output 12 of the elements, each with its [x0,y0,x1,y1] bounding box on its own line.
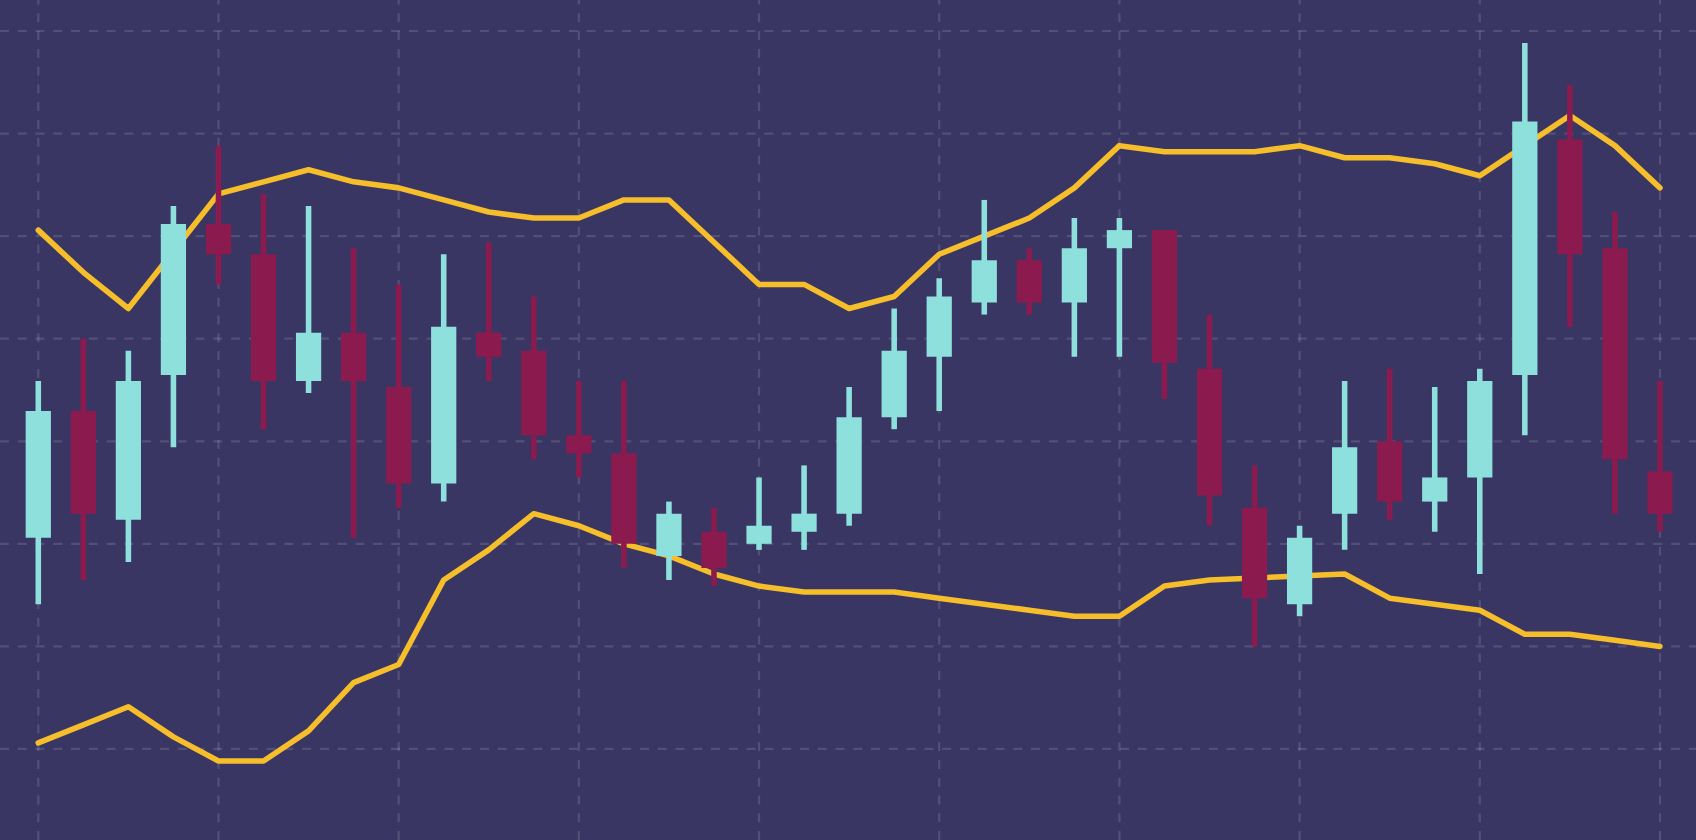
candlestick [1422,384,1448,535]
candlestick [205,142,232,288]
candlestick [476,239,502,384]
candlestick [701,504,727,589]
candlestick [656,498,682,583]
candlestick [746,474,772,553]
candlestick [1016,245,1042,318]
candlestick [566,378,592,481]
candlestick [1647,378,1673,535]
candlestick [1106,215,1133,360]
candlestick [971,197,997,318]
candlestick [791,462,817,553]
